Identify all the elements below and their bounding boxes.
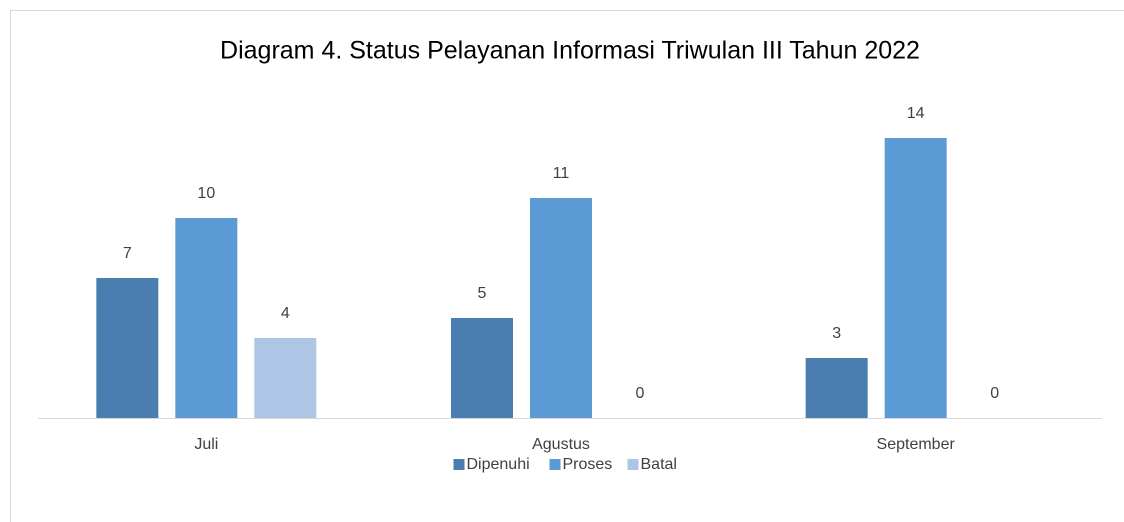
data-label: 14 <box>907 105 925 122</box>
legend-swatch <box>453 459 465 470</box>
chart-frame <box>10 10 1124 522</box>
bar <box>254 338 317 418</box>
data-label: 0 <box>990 385 999 402</box>
legend-label: Proses <box>563 456 613 473</box>
data-label: 0 <box>636 385 645 402</box>
bar <box>884 138 947 418</box>
x-tick-label: Juli <box>194 436 218 453</box>
data-label: 4 <box>281 305 290 322</box>
data-label: 5 <box>478 285 487 302</box>
legend-swatch <box>627 459 639 470</box>
data-label: 3 <box>832 325 841 342</box>
chart-title: Diagram 4. Status Pelayanan Informasi Tr… <box>220 37 920 65</box>
data-label: 7 <box>123 245 132 262</box>
legend-swatch <box>549 459 561 470</box>
bar <box>451 318 513 418</box>
bar <box>96 278 159 418</box>
data-label: 11 <box>553 165 570 182</box>
x-tick-label: September <box>877 436 956 453</box>
bar <box>805 358 868 418</box>
bar <box>175 218 238 418</box>
legend-label: Batal <box>641 456 677 473</box>
data-label: 10 <box>197 185 215 202</box>
bar <box>530 198 592 418</box>
x-tick-label: Agustus <box>532 436 590 453</box>
legend-label: Dipenuhi <box>467 456 530 473</box>
